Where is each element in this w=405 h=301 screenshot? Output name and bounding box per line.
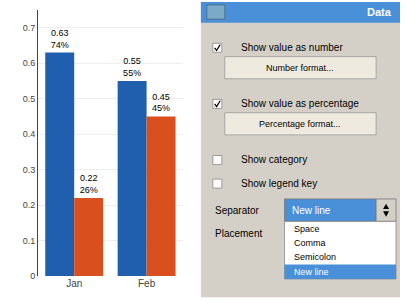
svg-text:0.2: 0.2 — [23, 200, 36, 210]
svg-text:Comma: Comma — [294, 238, 326, 248]
svg-text:Space: Space — [294, 224, 320, 234]
svg-text:Separator: Separator — [215, 205, 260, 216]
svg-text:Show value as number: Show value as number — [241, 42, 343, 53]
svg-text:0.7: 0.7 — [23, 23, 36, 33]
svg-text:Number format...: Number format... — [266, 63, 334, 73]
svg-text:New line: New line — [294, 267, 329, 277]
svg-text:Semicolon: Semicolon — [294, 252, 336, 262]
svg-text:0: 0 — [30, 271, 35, 281]
svg-text:New line: New line — [292, 205, 331, 216]
svg-text:Jan: Jan — [66, 278, 82, 289]
svg-text:0.3: 0.3 — [23, 165, 36, 175]
svg-text:0.1: 0.1 — [23, 236, 36, 246]
svg-text:Percentage format...: Percentage format... — [259, 119, 341, 129]
svg-text:0.5555%: 0.5555% — [123, 56, 141, 78]
svg-text:Data: Data — [367, 6, 392, 18]
svg-text:Placement: Placement — [215, 228, 262, 239]
svg-text:0.6374%: 0.6374% — [51, 28, 69, 50]
svg-text:Show value as percentage: Show value as percentage — [241, 98, 359, 109]
svg-text:0.2226%: 0.2226% — [80, 173, 98, 195]
svg-text:Show legend key: Show legend key — [241, 178, 317, 189]
svg-text:0.5: 0.5 — [23, 94, 36, 104]
svg-text:Show category: Show category — [241, 154, 307, 165]
svg-text:0.6: 0.6 — [23, 58, 36, 68]
svg-text:Feb: Feb — [138, 278, 156, 289]
svg-text:0.4545%: 0.4545% — [152, 92, 170, 114]
svg-text:0.4: 0.4 — [23, 129, 36, 139]
